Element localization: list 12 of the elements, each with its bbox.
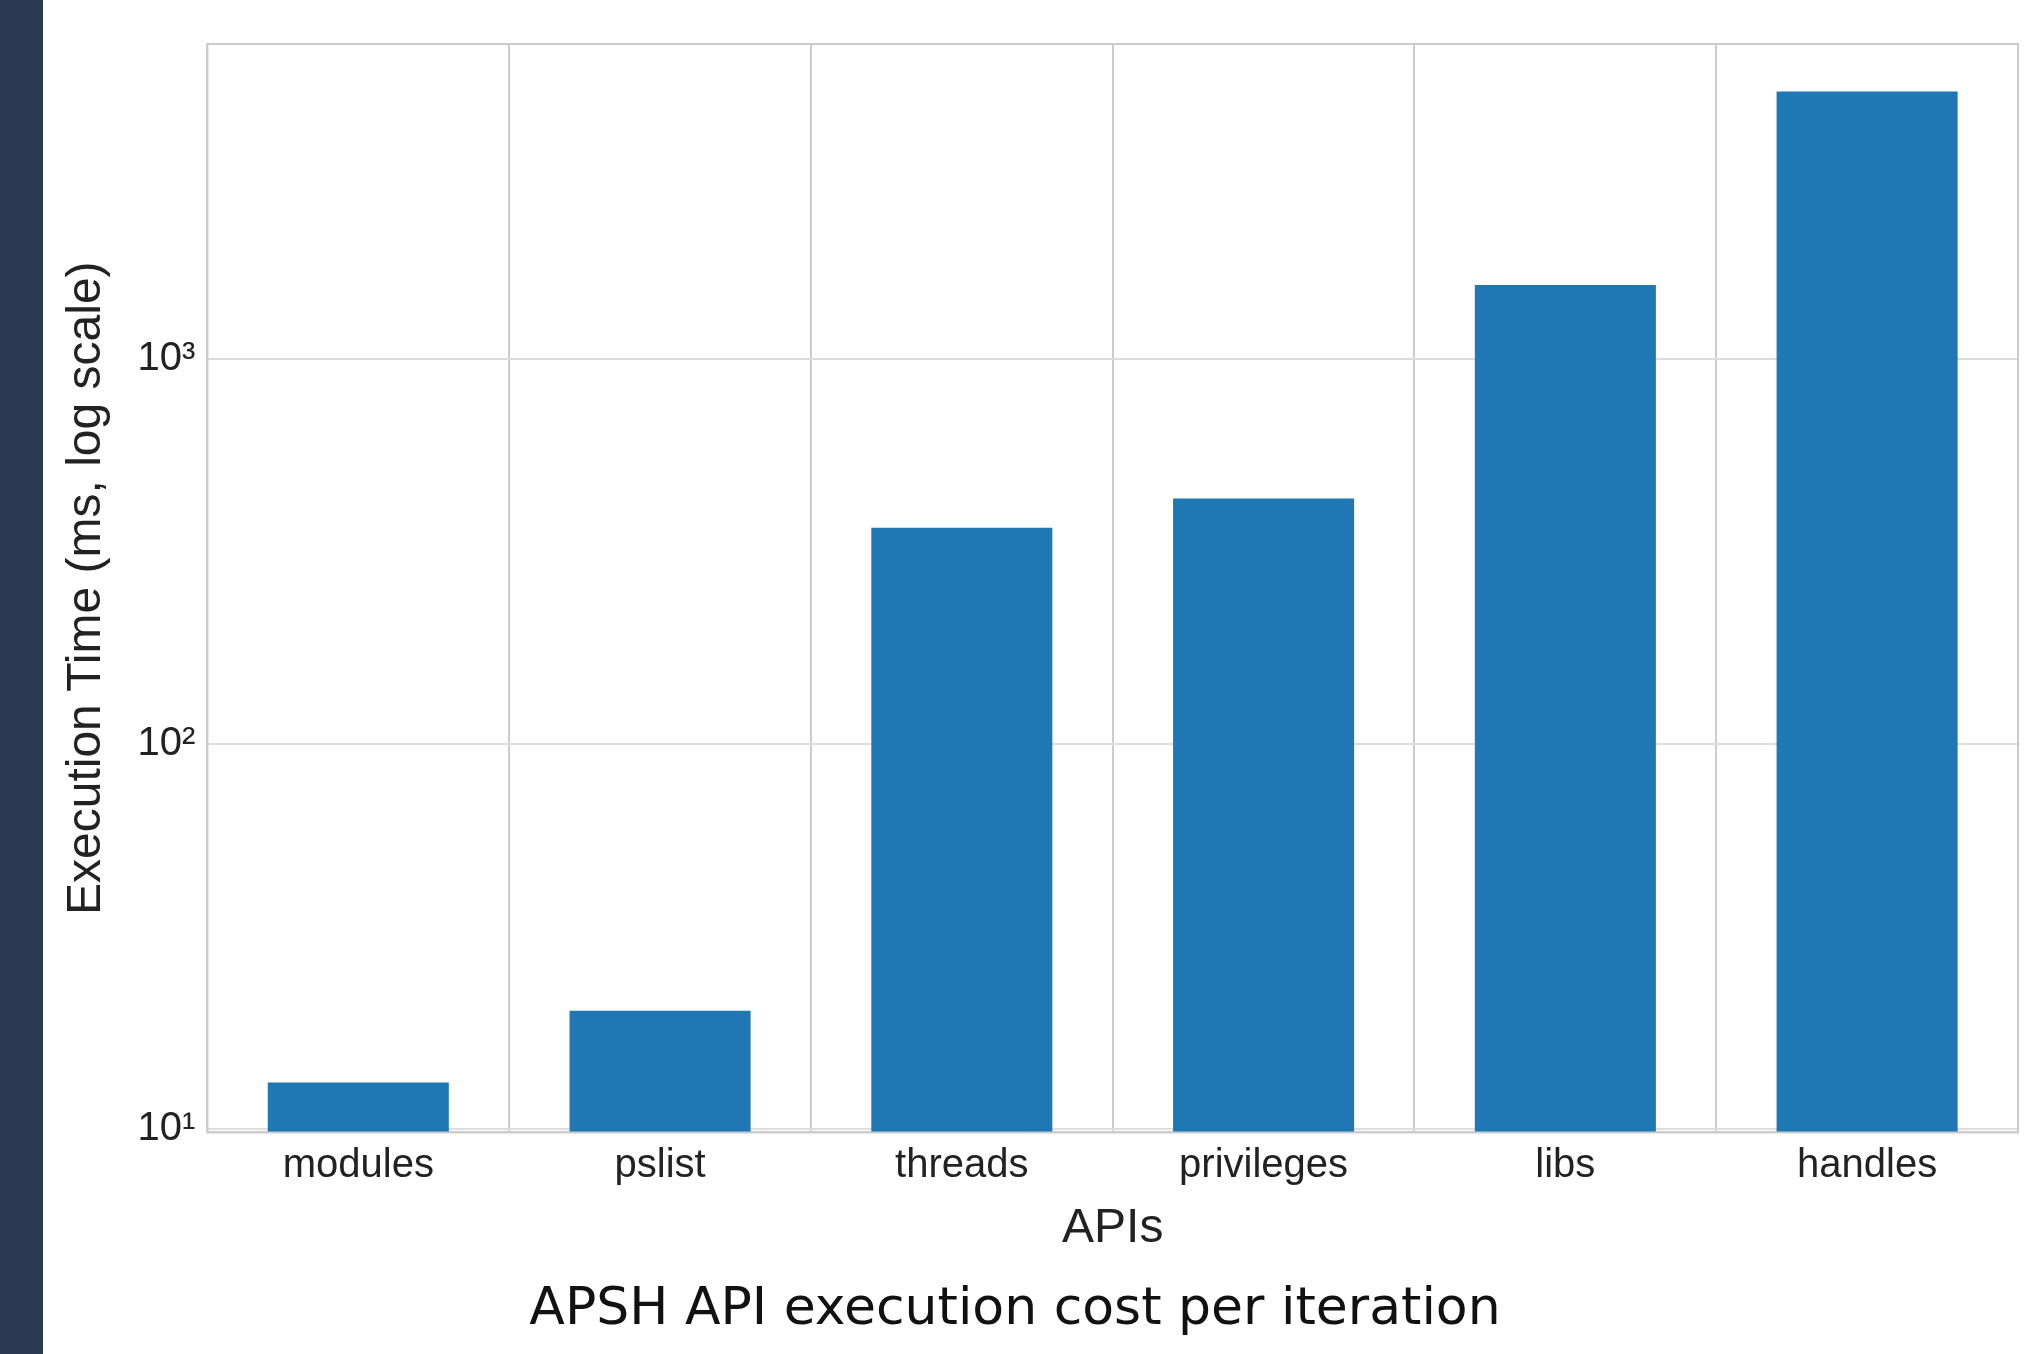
x-tick-label: modules (282, 1141, 434, 1186)
x-tick-label: pslist (614, 1141, 706, 1186)
x-tick-label: libs (1535, 1141, 1596, 1186)
y-tick-label: 10¹ (137, 1104, 196, 1149)
x-tick-label: handles (1797, 1141, 1938, 1186)
y-axis-title: Execution Time (ms, log scale) (57, 261, 111, 915)
x-tick-label: privileges (1179, 1141, 1349, 1186)
y-tick-label: 10² (137, 719, 196, 764)
x-axis-title: APIs (1062, 1199, 1164, 1253)
text: APSH API execution cost per iteration (528, 1276, 1502, 1336)
x-tick-label: threads (895, 1141, 1029, 1186)
y-tick-label: 10³ (137, 334, 196, 379)
